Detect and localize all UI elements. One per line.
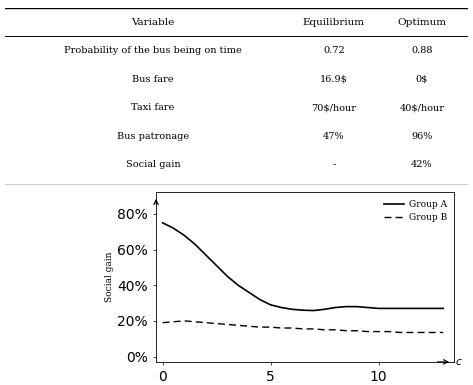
Group A — [214, 263, 219, 268]
Group A — [181, 233, 187, 238]
Group A — [268, 303, 273, 307]
Group B — [257, 325, 263, 330]
Group A — [376, 306, 381, 311]
Group A — [365, 305, 370, 310]
Group A — [419, 306, 425, 311]
Group B — [397, 330, 403, 335]
Group B — [225, 322, 230, 327]
Group B — [376, 329, 381, 334]
Group A — [225, 274, 230, 279]
Group B — [192, 320, 198, 324]
Group A — [289, 307, 295, 311]
Group B — [203, 320, 209, 325]
Group A — [311, 308, 316, 313]
Group A — [429, 306, 435, 311]
Group B — [322, 328, 327, 332]
Text: Taxi fare: Taxi fare — [131, 103, 175, 112]
Group B — [289, 326, 295, 330]
Group A — [203, 253, 209, 257]
Group A — [322, 307, 327, 311]
Text: Optimum: Optimum — [397, 18, 447, 27]
Group B — [181, 318, 187, 323]
Text: -: - — [332, 160, 335, 169]
Group B — [365, 329, 370, 334]
Group B — [343, 328, 349, 333]
Group B — [214, 321, 219, 326]
Group A — [279, 305, 284, 310]
Group B — [419, 330, 425, 335]
Text: 96%: 96% — [411, 132, 433, 141]
Group B — [311, 326, 316, 331]
Text: $c$: $c$ — [455, 357, 463, 367]
Group A — [397, 306, 403, 311]
Text: 0.72: 0.72 — [323, 46, 345, 55]
Text: 40$/hour: 40$/hour — [399, 103, 445, 112]
Group B — [333, 328, 338, 332]
Group B — [171, 320, 176, 324]
Text: 70$/hour: 70$/hour — [311, 103, 356, 112]
Group B — [429, 330, 435, 335]
Group A — [246, 290, 252, 295]
Group A — [235, 283, 241, 288]
Group B — [235, 323, 241, 328]
Group A — [440, 306, 446, 311]
Group B — [386, 329, 392, 334]
Line: Group A: Group A — [163, 223, 443, 311]
Group A — [354, 304, 360, 309]
Group A — [343, 304, 349, 309]
Y-axis label: Social gain: Social gain — [105, 252, 114, 303]
Group A — [160, 221, 166, 225]
Group B — [268, 325, 273, 330]
Group B — [440, 330, 446, 335]
Text: Social gain: Social gain — [126, 160, 180, 169]
Group B — [160, 320, 166, 325]
Text: 47%: 47% — [323, 132, 345, 141]
Group A — [333, 305, 338, 310]
Text: Bus patronage: Bus patronage — [117, 132, 189, 141]
Text: 0$: 0$ — [416, 75, 428, 84]
Group A — [192, 242, 198, 246]
Group A — [386, 306, 392, 311]
Line: Group B: Group B — [163, 321, 443, 333]
Group B — [279, 326, 284, 330]
Text: Variable: Variable — [131, 18, 175, 27]
Text: 0.88: 0.88 — [411, 46, 433, 55]
Group A — [171, 226, 176, 231]
Text: 42%: 42% — [411, 160, 433, 169]
Text: 16.9$: 16.9$ — [320, 75, 348, 84]
Text: Probability of the bus being on time: Probability of the bus being on time — [64, 46, 242, 55]
Group B — [246, 324, 252, 328]
Group A — [257, 297, 263, 302]
Group B — [354, 328, 360, 333]
Group B — [408, 330, 414, 335]
Text: Bus fare: Bus fare — [132, 75, 174, 84]
Text: Equilibrium: Equilibrium — [303, 18, 365, 27]
Group A — [408, 306, 414, 311]
Group B — [300, 326, 306, 331]
Group A — [300, 308, 306, 313]
Legend: Group A, Group B: Group A, Group B — [382, 197, 449, 225]
